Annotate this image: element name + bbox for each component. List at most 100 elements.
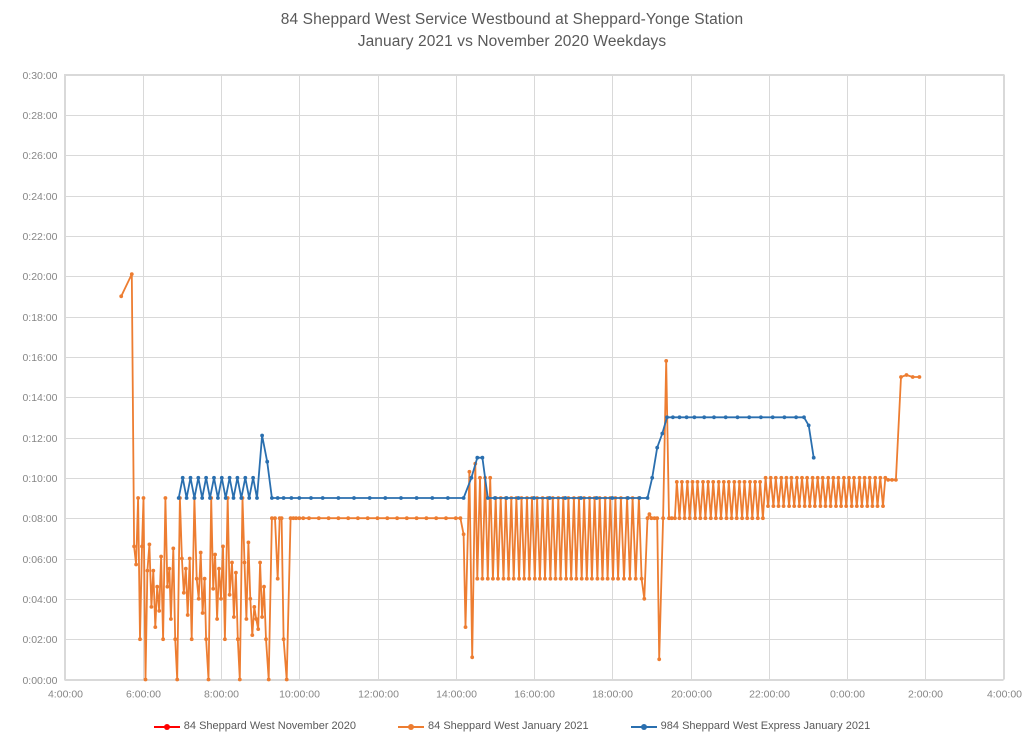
series-marker-1 xyxy=(628,576,632,581)
legend-swatch-icon xyxy=(153,721,180,732)
series-marker-1 xyxy=(223,637,227,642)
series-marker-1 xyxy=(807,504,812,508)
series-marker-2 xyxy=(180,475,185,480)
series-marker-1 xyxy=(134,562,139,567)
series-marker-2 xyxy=(176,496,181,500)
series-marker-2 xyxy=(200,496,205,500)
x-axis-tick-label: 4:00:00 xyxy=(987,689,1022,701)
legend-item-1[interactable]: 84 Sheppard West January 2021 xyxy=(398,720,589,732)
series-marker-1 xyxy=(674,480,679,484)
series-marker-2 xyxy=(367,496,372,500)
series-marker-1 xyxy=(852,475,856,480)
series-marker-1 xyxy=(766,504,770,508)
series-marker-1 xyxy=(755,516,760,521)
series-marker-1 xyxy=(196,596,201,601)
series-marker-1 xyxy=(147,542,152,547)
series-marker-1 xyxy=(294,516,298,521)
series-marker-1 xyxy=(501,576,506,581)
series-marker-1 xyxy=(248,596,253,601)
y-axis-tick-label: 0:24:00 xyxy=(22,191,57,203)
series-marker-2 xyxy=(723,415,728,420)
series-marker-1 xyxy=(857,475,862,480)
series-marker-1 xyxy=(690,480,695,484)
series-marker-1 xyxy=(834,504,838,508)
legend-item-0[interactable]: 84 Sheppard West November 2020 xyxy=(153,720,356,732)
y-axis-tick-label: 0:06:00 xyxy=(22,554,57,566)
series-marker-2 xyxy=(320,496,325,500)
series-marker-1 xyxy=(444,516,448,521)
series-marker-1 xyxy=(823,504,828,508)
y-axis-tick-label: 0:28:00 xyxy=(22,110,57,122)
series-marker-1 xyxy=(860,504,864,508)
series-marker-1 xyxy=(543,576,547,581)
series-marker-1 xyxy=(316,516,321,521)
series-marker-1 xyxy=(470,655,475,660)
series-marker-1 xyxy=(326,516,331,521)
series-marker-1 xyxy=(600,576,605,581)
y-axis-labels: 0:00:00 0:02:00 0:04:00 0:06:00 0:08:00 0:10:… xyxy=(22,70,57,687)
series-marker-2 xyxy=(235,475,240,480)
series-marker-2 xyxy=(610,496,615,500)
series-marker-1 xyxy=(875,504,880,508)
series-marker-1 xyxy=(187,556,192,561)
x-axis-tick-label: 2:00:00 xyxy=(908,689,943,701)
series-marker-1 xyxy=(714,516,718,521)
series-marker-1 xyxy=(682,516,687,521)
series-marker-1 xyxy=(904,373,909,377)
series-marker-1 xyxy=(211,586,216,591)
series-marker-1 xyxy=(175,677,180,682)
series-marker-1 xyxy=(849,504,854,508)
series-marker-1 xyxy=(655,516,660,521)
series-marker-1 xyxy=(828,504,833,508)
series-marker-1 xyxy=(664,359,669,363)
series-marker-2 xyxy=(665,415,669,420)
series-marker-2 xyxy=(677,415,682,420)
series-marker-1 xyxy=(878,475,883,480)
series-marker-1 xyxy=(740,516,744,521)
series-marker-1 xyxy=(119,294,124,299)
series-marker-1 xyxy=(163,496,168,500)
x-axis-tick-label: 20:00:00 xyxy=(671,689,712,701)
x-axis-tick-label: 0:00:00 xyxy=(830,689,865,701)
series-marker-2 xyxy=(802,415,806,420)
series-marker-1 xyxy=(669,516,674,521)
series-marker-2 xyxy=(383,496,388,500)
series-marker-1 xyxy=(842,475,846,480)
series-marker-1 xyxy=(189,637,194,642)
series-marker-1 xyxy=(183,566,188,571)
y-axis-tick-label: 0:12:00 xyxy=(22,433,57,445)
series-marker-2 xyxy=(275,496,280,500)
series-marker-1 xyxy=(784,475,789,480)
series-marker-2 xyxy=(702,415,707,420)
series-marker-1 xyxy=(246,540,251,545)
legend-item-2[interactable]: 984 Sheppard West Express January 2021 xyxy=(630,720,870,732)
series-marker-1 xyxy=(279,516,284,521)
series-marker-1 xyxy=(475,576,480,581)
series-marker-2 xyxy=(637,496,642,500)
series-marker-1 xyxy=(802,504,807,508)
series-marker-1 xyxy=(266,677,271,682)
series-marker-2 xyxy=(759,415,763,420)
series-marker-1 xyxy=(595,576,600,581)
series-marker-1 xyxy=(242,560,247,565)
series-marker-2 xyxy=(212,475,216,480)
series-marker-2 xyxy=(485,496,490,500)
series-marker-1 xyxy=(881,504,885,508)
series-marker-1 xyxy=(171,546,176,551)
series-marker-2 xyxy=(414,496,419,500)
series-marker-1 xyxy=(667,516,671,521)
series-marker-1 xyxy=(404,516,409,521)
series-marker-1 xyxy=(622,576,626,581)
series-marker-1 xyxy=(496,576,500,581)
y-axis-tick-label: 0:04:00 xyxy=(22,594,57,606)
series-marker-1 xyxy=(693,516,698,521)
series-marker-1 xyxy=(206,677,211,682)
series-marker-2 xyxy=(184,496,189,500)
series-marker-1 xyxy=(768,475,773,480)
series-marker-1 xyxy=(136,496,141,500)
series-marker-1 xyxy=(230,560,234,565)
series-marker-1 xyxy=(254,617,259,621)
series-marker-1 xyxy=(264,637,268,642)
series-marker-1 xyxy=(867,475,872,480)
series-marker-1 xyxy=(235,637,240,642)
